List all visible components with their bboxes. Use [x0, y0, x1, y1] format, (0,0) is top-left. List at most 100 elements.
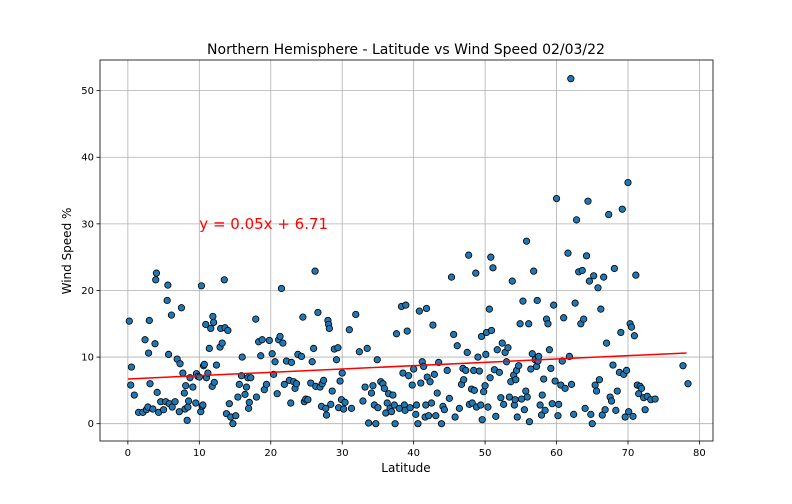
data-points [125, 75, 692, 428]
scatter-point [314, 308, 322, 317]
scatter-point [572, 216, 581, 224]
scatter-point [153, 388, 161, 396]
scatter-point [522, 387, 530, 395]
scatter-point [245, 404, 253, 412]
scatter-point [560, 314, 568, 322]
scatter-point [430, 370, 438, 378]
scatter-point [415, 307, 423, 315]
scatter-point [183, 416, 191, 424]
scatter-point [527, 365, 535, 373]
scatter-point [167, 311, 176, 319]
x-tick-label: 40 [407, 448, 420, 459]
scatter-point [552, 194, 561, 203]
scatter-point [525, 418, 533, 426]
scatter-point [475, 367, 483, 375]
scatter-point [504, 344, 512, 352]
scatter-point [279, 339, 287, 347]
scatter-point [252, 315, 260, 323]
scatter-point [492, 412, 500, 420]
scatter-point [516, 320, 524, 328]
y-tick-label: 50 [81, 86, 94, 97]
scatter-point [597, 305, 605, 313]
scatter-point [273, 390, 281, 398]
scatter-point [163, 296, 171, 305]
scatter-point [327, 400, 335, 408]
scatter-point [605, 210, 613, 219]
scatter-point [265, 336, 273, 345]
scatter-point [232, 412, 240, 420]
scatter-point [252, 393, 261, 401]
scatter-point [410, 365, 418, 373]
scatter-point [523, 393, 531, 401]
scatter-point [447, 273, 456, 281]
scatter-point [571, 299, 579, 307]
scatter-point [192, 399, 200, 407]
scatter-point [493, 346, 501, 354]
scatter-point [130, 391, 138, 399]
scatter-point [536, 401, 544, 409]
grid-lines [100, 60, 713, 441]
x-tick-label: 60 [550, 448, 563, 459]
scatter-point [591, 381, 599, 389]
scatter-point [590, 272, 598, 280]
scatter-point [390, 401, 398, 409]
scatter-point [641, 406, 649, 414]
scatter-point [468, 399, 476, 407]
scatter-point [352, 310, 360, 319]
scatter-point [482, 350, 490, 359]
scatter-point [212, 361, 221, 369]
scatter-point [612, 406, 620, 414]
scatter-point [629, 412, 637, 420]
scatter-point [182, 382, 190, 390]
scatter-point [149, 405, 157, 413]
x-axis-title: Latitude [381, 461, 430, 475]
scatter-point [184, 403, 192, 411]
scatter-point [405, 372, 413, 380]
scatter-point [463, 348, 471, 357]
scatter-point [582, 252, 591, 260]
scatter-point [443, 366, 451, 374]
scatter-point [437, 420, 446, 428]
scatter-point [380, 384, 388, 392]
scatter-point [277, 284, 286, 293]
scatter-point [477, 332, 486, 341]
scatter-point [199, 401, 207, 409]
scatter-point [497, 394, 505, 402]
scatter-point [554, 412, 562, 420]
scatter-point [617, 328, 625, 337]
scatter-point [402, 301, 410, 309]
scatter-point [528, 350, 536, 358]
scatter-point [164, 281, 172, 289]
scatter-point [332, 356, 341, 364]
scatter-point [511, 396, 519, 404]
scatter-point [450, 330, 458, 339]
scatter-point [334, 344, 342, 352]
plot-area-frame [99, 59, 714, 442]
scatter-point [152, 276, 160, 284]
scatter-point [535, 352, 543, 361]
scatter-point [304, 396, 312, 404]
scatter-point [218, 339, 226, 347]
scatter-point [525, 320, 533, 328]
scatter-point [451, 413, 459, 421]
scatter-point [175, 408, 183, 416]
y-tick-label: 20 [81, 286, 94, 297]
scatter-point [484, 403, 492, 411]
scatter-point [519, 297, 527, 305]
scatter-point [367, 389, 376, 397]
y-tick-label: 10 [81, 353, 94, 364]
scatter-point [613, 387, 621, 395]
y-tick-label: 40 [81, 153, 94, 164]
scatter-point [412, 401, 421, 409]
scatter-point [567, 75, 575, 83]
x-tick-label: 0 [125, 448, 131, 459]
scatter-point [555, 400, 563, 408]
scatter-point [584, 197, 592, 205]
scatter-point [522, 237, 531, 245]
scatter-point [224, 326, 232, 335]
scatter-point [127, 381, 135, 389]
scatter-point [209, 312, 217, 321]
scatter-point [287, 358, 296, 366]
